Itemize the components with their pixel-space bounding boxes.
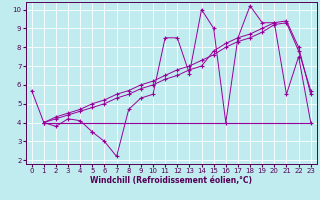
X-axis label: Windchill (Refroidissement éolien,°C): Windchill (Refroidissement éolien,°C) <box>90 176 252 185</box>
